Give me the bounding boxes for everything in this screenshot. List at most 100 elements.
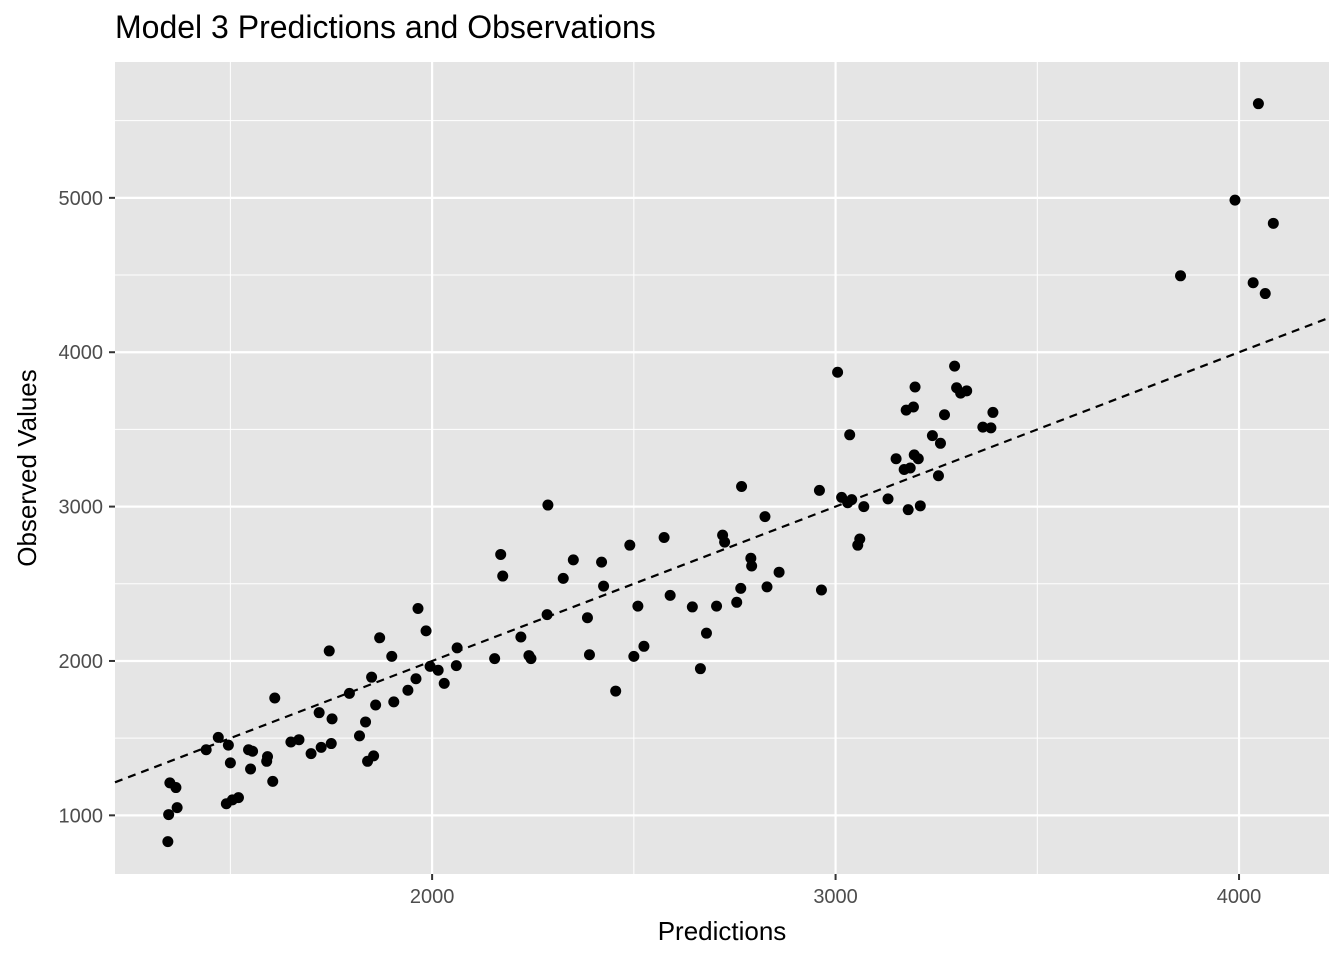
data-point: [1252, 98, 1264, 110]
data-point: [583, 649, 595, 661]
data-point: [813, 484, 825, 496]
data-point: [515, 631, 527, 643]
data-point: [581, 612, 593, 624]
y-axis-ticks: 1000 2000 3000 4000 5000: [59, 188, 115, 827]
data-point: [1247, 277, 1259, 289]
data-point: [890, 453, 902, 465]
data-point: [632, 600, 644, 612]
data-point: [388, 696, 400, 708]
data-point: [200, 744, 212, 756]
data-point: [313, 707, 325, 719]
x-tick-label: 4000: [1217, 886, 1262, 908]
data-point: [761, 581, 773, 593]
data-point: [222, 739, 234, 751]
data-point: [735, 582, 747, 594]
data-point: [1175, 270, 1187, 282]
data-point: [598, 580, 610, 592]
y-tick-label: 5000: [59, 188, 104, 210]
plot-panel: [115, 62, 1329, 874]
data-point: [323, 645, 335, 657]
data-point: [731, 596, 743, 608]
data-point: [495, 548, 507, 560]
data-point: [832, 366, 844, 378]
data-point: [719, 536, 731, 548]
data-point: [212, 731, 224, 743]
data-point: [909, 381, 921, 393]
x-axis-ticks: 2000 3000 4000: [410, 874, 1261, 908]
chart-title: Model 3 Predictions and Observations: [115, 9, 656, 45]
data-point: [412, 602, 424, 614]
major-gridlines: [115, 62, 1329, 874]
data-point: [402, 684, 414, 696]
data-point: [882, 493, 894, 505]
data-point: [163, 809, 175, 821]
data-point: [961, 385, 973, 397]
data-point: [541, 609, 553, 621]
data-point: [232, 792, 244, 804]
data-point: [610, 685, 622, 697]
data-point: [567, 554, 579, 566]
data-point: [1267, 217, 1279, 229]
data-point: [262, 751, 274, 763]
data-point: [902, 504, 914, 516]
data-point: [370, 699, 382, 711]
data-point: [596, 556, 608, 568]
data-point: [846, 494, 858, 506]
data-point: [746, 560, 758, 572]
data-point: [700, 627, 712, 639]
data-point: [171, 802, 183, 814]
data-point: [245, 763, 257, 775]
data-point: [628, 650, 640, 662]
data-point: [773, 566, 785, 578]
data-point: [926, 430, 938, 442]
data-point: [1229, 194, 1241, 206]
data-point: [914, 500, 926, 512]
data-point: [624, 539, 636, 551]
data-point: [557, 572, 569, 584]
data-point: [497, 570, 509, 582]
data-point: [170, 782, 182, 794]
data-point: [638, 640, 650, 652]
data-point: [162, 836, 174, 848]
y-tick-label: 1000: [59, 805, 104, 827]
data-point: [489, 653, 501, 665]
data-point: [432, 664, 444, 676]
data-point: [1259, 288, 1271, 300]
data-point: [366, 671, 378, 683]
data-point: [410, 673, 422, 685]
data-point: [247, 745, 259, 757]
data-point: [858, 501, 870, 513]
data-point: [360, 716, 372, 728]
x-tick-label: 2000: [410, 886, 455, 908]
data-point: [949, 360, 961, 372]
data-point: [987, 406, 999, 418]
data-point: [759, 511, 771, 523]
data-point: [542, 499, 554, 511]
data-point: [293, 734, 305, 746]
data-point: [325, 738, 337, 750]
data-point: [939, 409, 951, 421]
y-tick-label: 2000: [59, 651, 104, 673]
data-point: [664, 589, 676, 601]
data-point: [686, 601, 698, 613]
data-point: [658, 531, 670, 543]
data-point: [711, 600, 723, 612]
data-point: [450, 660, 462, 672]
data-point: [932, 470, 944, 482]
data-point: [438, 677, 450, 689]
data-point: [326, 713, 338, 725]
data-point: [353, 730, 365, 742]
data-point: [267, 775, 279, 787]
data-point: [854, 533, 866, 545]
data-point: [844, 429, 856, 441]
y-tick-label: 4000: [59, 342, 104, 364]
data-point: [525, 653, 537, 665]
y-tick-label: 3000: [59, 497, 104, 519]
data-point: [977, 421, 989, 433]
data-point: [907, 401, 919, 413]
data-point: [736, 481, 748, 493]
x-axis-title: Predictions: [658, 916, 787, 946]
data-point: [815, 584, 827, 596]
y-axis-title: Observed Values: [12, 369, 42, 567]
